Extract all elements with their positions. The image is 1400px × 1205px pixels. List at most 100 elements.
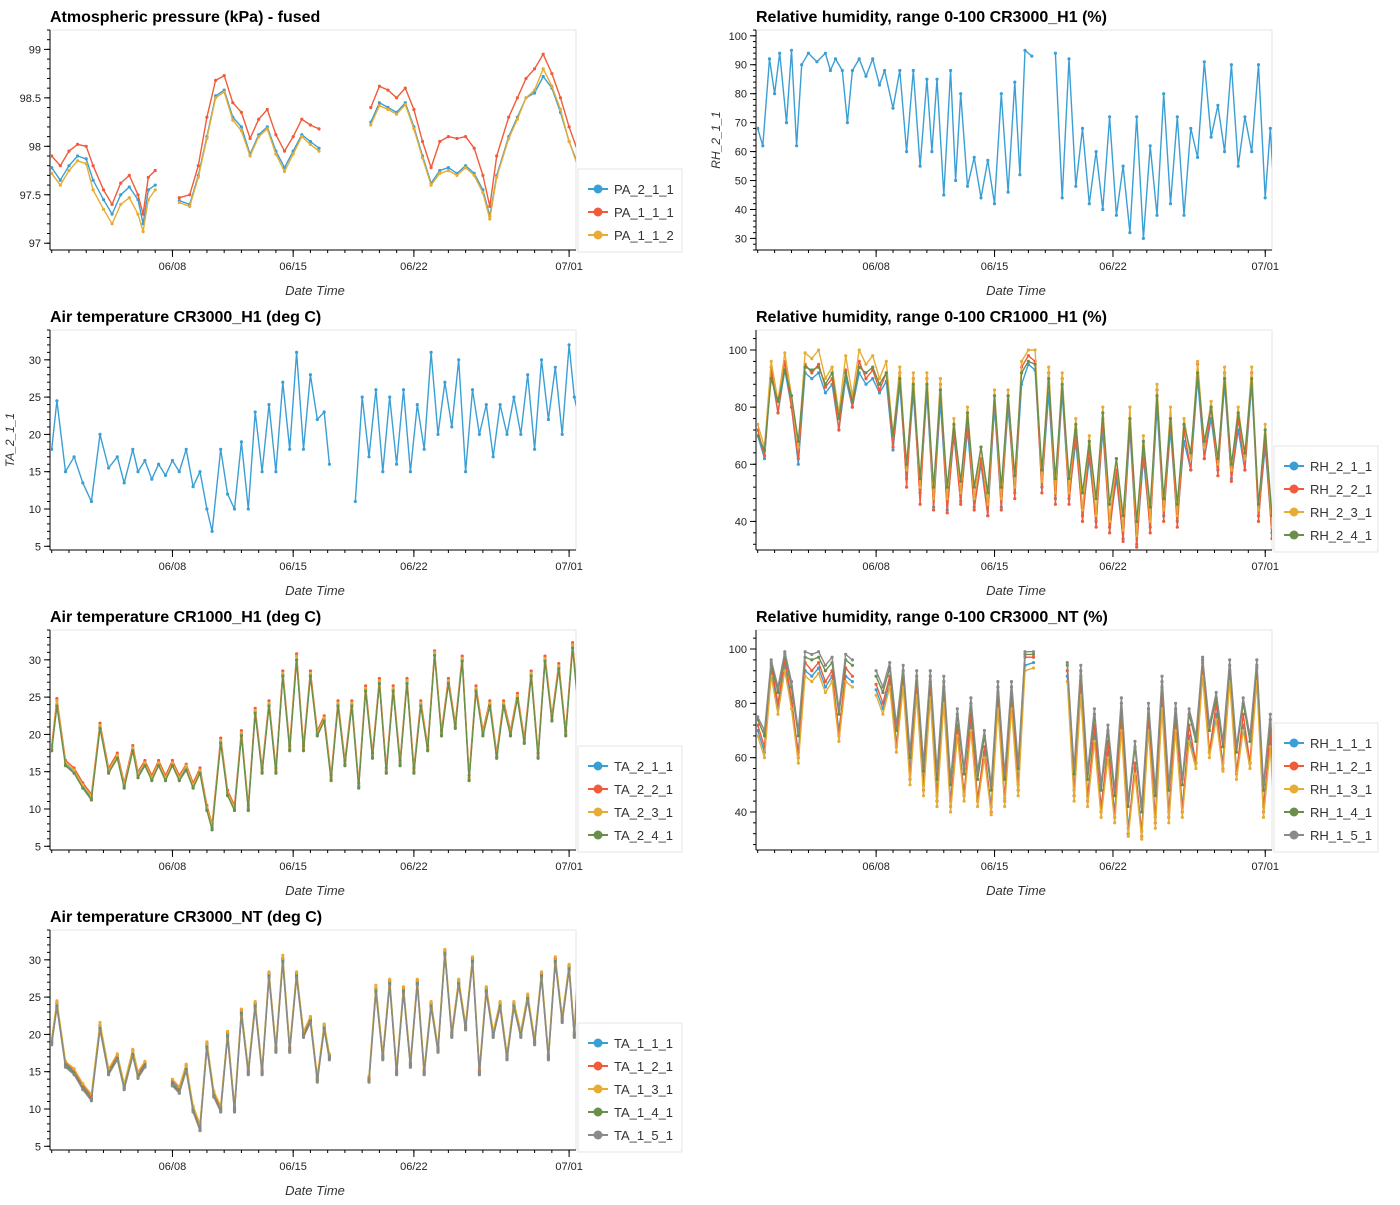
data-point: [455, 136, 459, 141]
data-point: [1067, 491, 1071, 495]
data-point: [1281, 420, 1284, 423]
data-point: [367, 1080, 371, 1084]
legend-item[interactable]: RH_2_4_1: [1284, 528, 1372, 543]
data-point: [803, 650, 807, 654]
data-point: [1148, 144, 1152, 148]
legend-item[interactable]: RH_1_5_1: [1284, 828, 1372, 843]
data-point: [999, 92, 1003, 96]
legend-item[interactable]: TA_1_3_1: [588, 1082, 673, 1097]
data-point: [1207, 723, 1211, 727]
data-point: [257, 117, 261, 121]
data-point: [370, 756, 375, 760]
data-point: [1216, 462, 1220, 466]
data-point: [170, 758, 174, 763]
data-point: [550, 84, 554, 88]
data-point: [1216, 457, 1220, 461]
data-point: [949, 777, 953, 782]
data-point: [464, 1028, 468, 1032]
data-point: [1270, 537, 1272, 541]
data-point: [72, 1067, 76, 1071]
legend-item[interactable]: TA_2_2_1: [588, 782, 673, 797]
y-tick-label: 5: [35, 541, 41, 553]
legend-item[interactable]: TA_2_1_1: [588, 759, 673, 774]
data-point: [429, 1000, 433, 1004]
data-point: [817, 666, 821, 670]
data-point: [107, 1073, 111, 1077]
data-point: [1241, 696, 1245, 700]
y-tick-label: 100: [729, 345, 747, 357]
x-tick-label: 07/01: [1251, 861, 1279, 873]
data-point: [945, 511, 949, 515]
series-line: [51, 1005, 146, 1100]
data-point: [388, 977, 392, 981]
data-point: [260, 470, 264, 474]
legend-item[interactable]: TA_1_5_1: [588, 1128, 673, 1143]
data-point: [1108, 502, 1112, 506]
legend-label: PA_2_1_1: [614, 182, 674, 197]
legend-item[interactable]: RH_2_3_1: [1284, 505, 1372, 520]
data-point: [1174, 701, 1178, 705]
data-point: [1187, 739, 1191, 744]
x-axis-label: Date Time: [285, 583, 345, 598]
data-point: [474, 684, 478, 688]
legend-label: RH_2_4_1: [1310, 528, 1372, 543]
data-point: [543, 656, 547, 660]
plot-frame: [49, 29, 577, 251]
data-point: [877, 391, 882, 395]
data-point: [817, 365, 821, 369]
data-point: [571, 643, 575, 647]
data-point: [830, 655, 834, 659]
legend-label: RH_1_1_1: [1310, 736, 1372, 751]
legend-item[interactable]: TA_1_2_1: [588, 1059, 673, 1074]
data-point: [1256, 508, 1261, 512]
data-point: [526, 992, 530, 996]
data-point: [1214, 718, 1218, 722]
legend-item[interactable]: RH_1_1_1: [1284, 736, 1372, 751]
legend-item[interactable]: RH_1_2_1: [1284, 759, 1372, 774]
data-point: [891, 434, 895, 438]
legend-item[interactable]: PA_1_1_2: [588, 228, 674, 243]
data-point: [377, 682, 381, 686]
data-point: [935, 777, 939, 782]
data-point: [301, 749, 306, 753]
y-tick-label: 100: [729, 644, 747, 656]
plot-frame: [49, 629, 577, 851]
y-tick-label: 5: [35, 1141, 41, 1153]
legend-item[interactable]: TA_1_4_1: [588, 1105, 673, 1120]
data-point: [935, 769, 939, 773]
legend-swatch-dot: [1289, 530, 1299, 540]
data-point: [184, 1069, 188, 1073]
legend-item[interactable]: RH_1_4_1: [1284, 805, 1372, 820]
legend-item[interactable]: PA_2_1_1: [588, 182, 674, 197]
data-point: [336, 701, 340, 705]
data-point: [1236, 164, 1240, 168]
data-point: [470, 961, 475, 965]
legend-item[interactable]: RH_2_1_1: [1284, 459, 1372, 474]
data-point: [1140, 837, 1144, 841]
legend-label: TA_1_3_1: [614, 1082, 673, 1097]
data-point: [1074, 184, 1078, 188]
data-point: [474, 689, 478, 693]
legend-item[interactable]: TA_1_1_1: [588, 1036, 673, 1051]
data-point: [438, 171, 442, 175]
legend-item[interactable]: TA_2_3_1: [588, 805, 673, 820]
legend-item[interactable]: RH_1_3_1: [1284, 782, 1372, 797]
legend-item[interactable]: TA_2_4_1: [588, 828, 673, 843]
data-point: [1268, 126, 1272, 130]
data-point: [446, 166, 450, 170]
legend: RH_2_1_1 RH_2_2_1 RH_2_3_1 RH_2_4_1: [1273, 445, 1379, 553]
data-point: [474, 686, 478, 690]
data-point: [210, 828, 214, 832]
data-point: [526, 373, 530, 377]
data-point: [377, 679, 381, 683]
legend-item[interactable]: RH_2_2_1: [1284, 482, 1372, 497]
chart-title: Relative humidity, range 0-100 CR1000_H1…: [756, 309, 1107, 326]
legend-item[interactable]: PA_1_1_1: [588, 205, 674, 220]
data-point: [1243, 451, 1247, 455]
data-point: [455, 173, 459, 177]
series-line: [51, 155, 156, 225]
data-point: [546, 417, 551, 422]
data-point: [89, 798, 93, 802]
y-tick-label: 97: [29, 238, 41, 250]
data-point: [470, 955, 475, 959]
